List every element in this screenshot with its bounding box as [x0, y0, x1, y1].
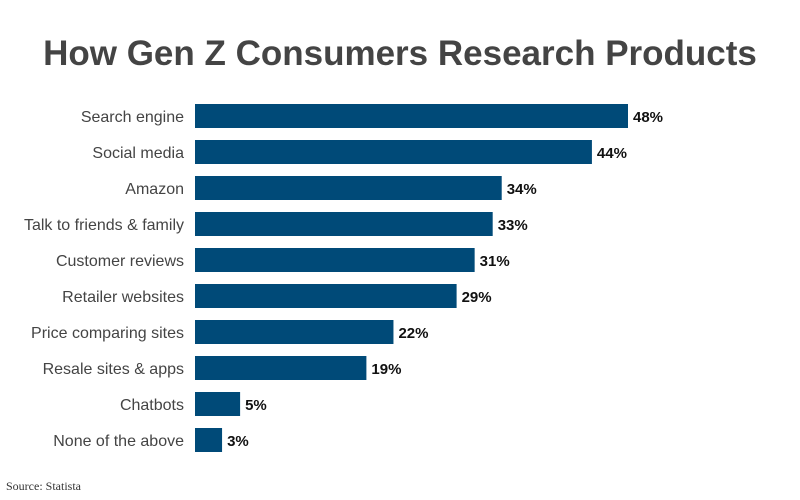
category-label: Chatbots — [120, 397, 184, 414]
chart-title: How Gen Z Consumers Research Products — [43, 34, 757, 73]
value-label: 48% — [633, 109, 663, 126]
category-label: None of the above — [53, 433, 184, 450]
value-label: 19% — [371, 361, 401, 378]
value-label: 33% — [498, 217, 528, 234]
bar — [195, 392, 241, 416]
bar — [195, 212, 493, 236]
bar — [195, 428, 223, 452]
bar — [195, 140, 592, 164]
bar — [195, 176, 502, 200]
category-label: Amazon — [125, 181, 184, 198]
value-label: 31% — [480, 253, 510, 270]
bar — [195, 356, 367, 380]
value-label: 34% — [507, 181, 537, 198]
category-label: Customer reviews — [56, 253, 184, 270]
bar — [195, 320, 394, 344]
bar — [195, 284, 457, 308]
category-label: Retailer websites — [62, 289, 184, 306]
category-label: Resale sites & apps — [43, 361, 184, 378]
category-label: Price comparing sites — [31, 325, 184, 342]
value-label: 29% — [462, 289, 492, 306]
value-label: 5% — [245, 397, 267, 414]
value-label: 22% — [398, 325, 428, 342]
value-label: 3% — [227, 433, 249, 450]
category-label: Talk to friends & family — [24, 217, 184, 234]
bar — [195, 104, 628, 128]
bar — [195, 248, 475, 272]
category-label: Social media — [92, 145, 184, 162]
source-note: Source: Statista — [6, 479, 81, 493]
value-label: 44% — [597, 145, 627, 162]
category-label: Search engine — [81, 109, 184, 126]
